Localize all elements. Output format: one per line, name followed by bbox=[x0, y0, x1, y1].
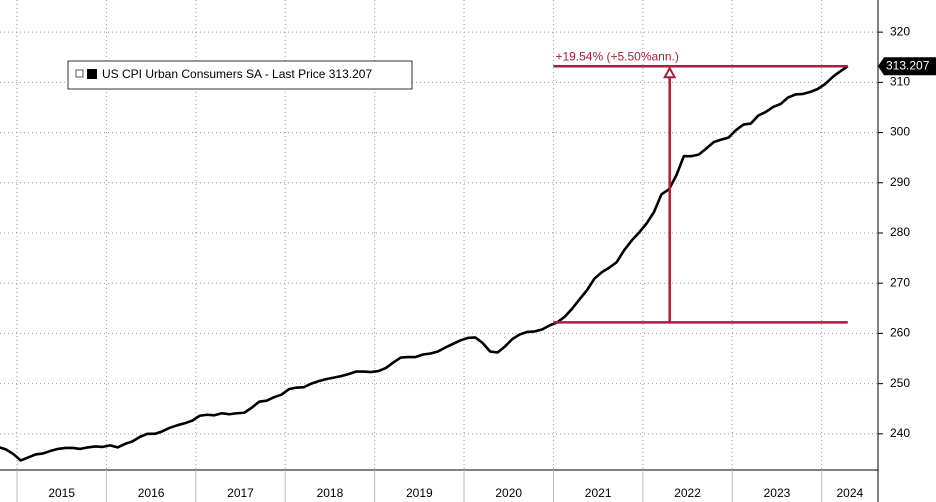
y-tick-label: 250 bbox=[890, 376, 910, 390]
x-tick-label: 2022 bbox=[674, 486, 701, 500]
y-tick-label: 300 bbox=[890, 125, 910, 139]
x-tick-label: 2024 bbox=[836, 486, 863, 500]
annotation-arrow-head bbox=[662, 66, 677, 79]
x-tick-label: 2015 bbox=[48, 486, 75, 500]
y-tick-label: 260 bbox=[890, 326, 910, 340]
x-tick-label: 2020 bbox=[495, 486, 522, 500]
y-tick-label: 310 bbox=[890, 75, 910, 89]
y-tick-label: 290 bbox=[890, 175, 910, 189]
y-tick-label: 320 bbox=[890, 24, 910, 38]
series-line bbox=[0, 65, 849, 462]
y-tick-label: 240 bbox=[890, 426, 910, 440]
legend-toggle[interactable] bbox=[75, 69, 84, 78]
legend: US CPI Urban Consumers SA - Last Price 3… bbox=[67, 60, 413, 90]
legend-box bbox=[67, 60, 413, 90]
annotation-label: +19.54% (+5.50%ann.) bbox=[555, 49, 678, 63]
y-tick-label: 270 bbox=[890, 275, 910, 289]
legend-label: US CPI Urban Consumers SA - Last Price 3… bbox=[102, 67, 372, 81]
x-tick-label: 2021 bbox=[585, 486, 612, 500]
x-tick-label: 2019 bbox=[406, 486, 433, 500]
x-tick-label: 2017 bbox=[227, 486, 254, 500]
last-value-tag-bg bbox=[878, 57, 936, 76]
x-tick-label: 2016 bbox=[138, 486, 165, 500]
plot bbox=[0, 65, 849, 462]
y-tick-label: 280 bbox=[890, 225, 910, 239]
x-tick-label: 2018 bbox=[317, 486, 344, 500]
x-tick-label: 2023 bbox=[764, 486, 791, 500]
last-value-tag: 313.207 bbox=[886, 58, 930, 72]
legend-swatch bbox=[87, 69, 97, 79]
